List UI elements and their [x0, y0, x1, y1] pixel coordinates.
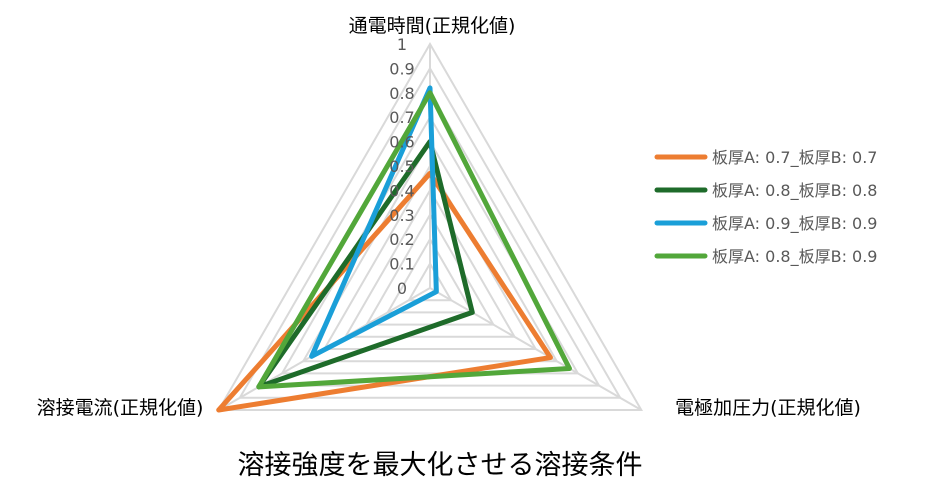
- tick-label: 0.4: [389, 181, 414, 200]
- radar-series: [216, 85, 572, 413]
- series-line-4: [256, 90, 572, 390]
- axis-label-bottom-left: 溶接電流(正規化値): [37, 397, 204, 419]
- tick-label: 0.5: [389, 157, 414, 176]
- chart-title: 溶接強度を最大化させる溶接条件: [238, 450, 643, 481]
- grid-ring: [301, 139, 559, 363]
- axis-label-bottom-right: 電極加圧力(正規化値): [675, 397, 861, 419]
- tick-label: 0.1: [389, 255, 414, 274]
- axis-label-top: 通電時間(正規化値): [349, 15, 516, 37]
- tick-label: 1: [397, 35, 407, 54]
- grid-ring: [343, 188, 517, 338]
- grid-ring: [407, 261, 453, 302]
- axis-spoke: [429, 287, 642, 411]
- tick-label: 0: [397, 279, 407, 298]
- series-line-3: [309, 85, 439, 359]
- tick-label: 0.3: [389, 206, 414, 225]
- series-line-2: [256, 139, 475, 390]
- tick-label: 0.8: [389, 84, 414, 103]
- tick-label: 0.6: [389, 133, 414, 152]
- legend-label-1: 板厚A: 0.7_板厚B: 0.7: [712, 148, 878, 168]
- legend-label-3: 板厚A: 0.9_板厚B: 0.9: [712, 214, 878, 234]
- tick-label: 0.2: [389, 230, 414, 249]
- legend-label-4: 板厚A: 0.8_板厚B: 0.9: [712, 247, 878, 267]
- tick-label: 0.7: [389, 108, 414, 127]
- grid-ring: [386, 237, 474, 314]
- grid-ring: [238, 66, 622, 399]
- tick-label: 0.9: [389, 59, 414, 78]
- grid-ring: [216, 41, 644, 411]
- radial-tick-labels: 0 0.1 0.2 0.3 0.4 0.5 0.6 0.7 0.8 0.9 1: [389, 35, 414, 298]
- legend: 板厚A: 0.7_板厚B: 0.7 板厚A: 0.8_板厚B: 0.8 板厚A: 0…: [654, 148, 878, 267]
- legend-label-2: 板厚A: 0.8_板厚B: 0.8: [712, 181, 878, 201]
